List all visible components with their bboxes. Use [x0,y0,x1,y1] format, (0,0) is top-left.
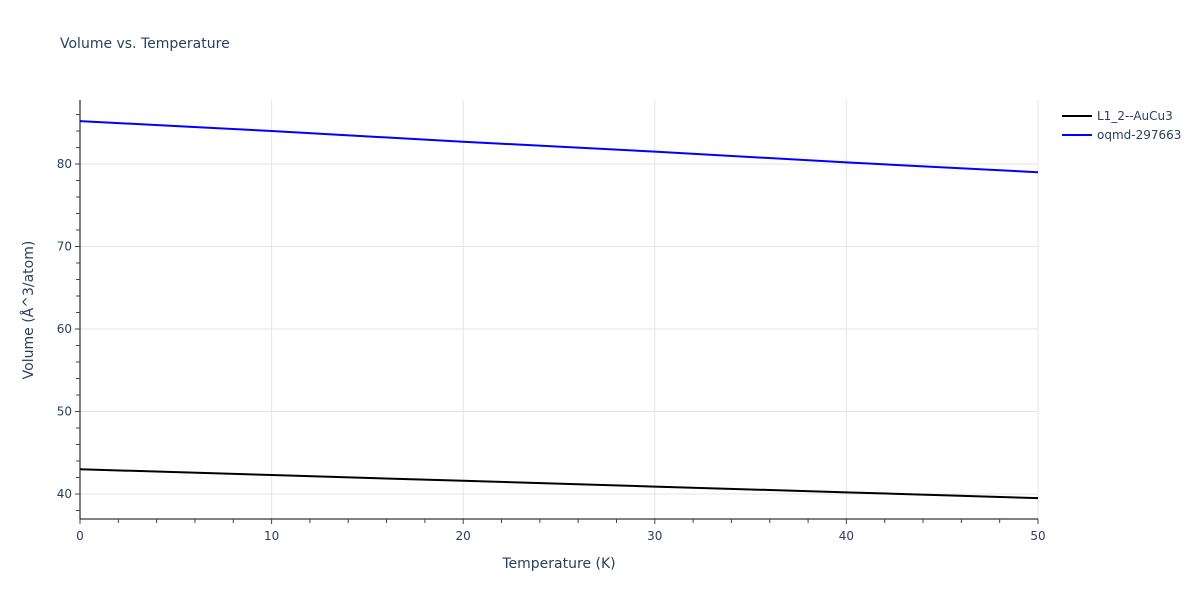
x-tick-label: 50 [1030,529,1045,543]
x-tick-label: 40 [839,529,854,543]
legend-line-icon [1062,133,1092,136]
x-tick-label: 0 [76,529,84,543]
legend-line-icon [1062,114,1092,117]
y-tick-label: 80 [57,157,72,171]
series-line [79,468,1039,500]
legend: L1_2--AuCu3 oqmd-297663 [1062,106,1181,144]
y-tick-label: 60 [57,322,72,336]
y-tick-label: 70 [57,240,72,254]
chart-title: Volume vs. Temperature [60,36,230,52]
y-axis-title: Volume (Å^3/atom) [20,241,37,380]
x-tick-label: 30 [647,529,662,543]
x-axis-title: Temperature (K) [501,556,615,572]
legend-item-oqmd-297663[interactable]: oqmd-297663 [1062,125,1181,144]
x-tick-label: 20 [456,529,471,543]
y-tick-label: 50 [57,405,72,419]
legend-item-l1-2-aucu3[interactable]: L1_2--AuCu3 [1062,106,1181,125]
gridlines [80,100,1039,519]
axes: 0 10 20 30 40 50 40 50 60 70 80 [57,100,1046,543]
y-tick-label: 40 [57,487,72,501]
legend-label: L1_2--AuCu3 [1097,108,1173,123]
legend-label: oqmd-297663 [1097,127,1182,142]
x-tick-label: 10 [264,529,279,543]
series-lines [79,120,1039,500]
series-line [79,120,1039,174]
